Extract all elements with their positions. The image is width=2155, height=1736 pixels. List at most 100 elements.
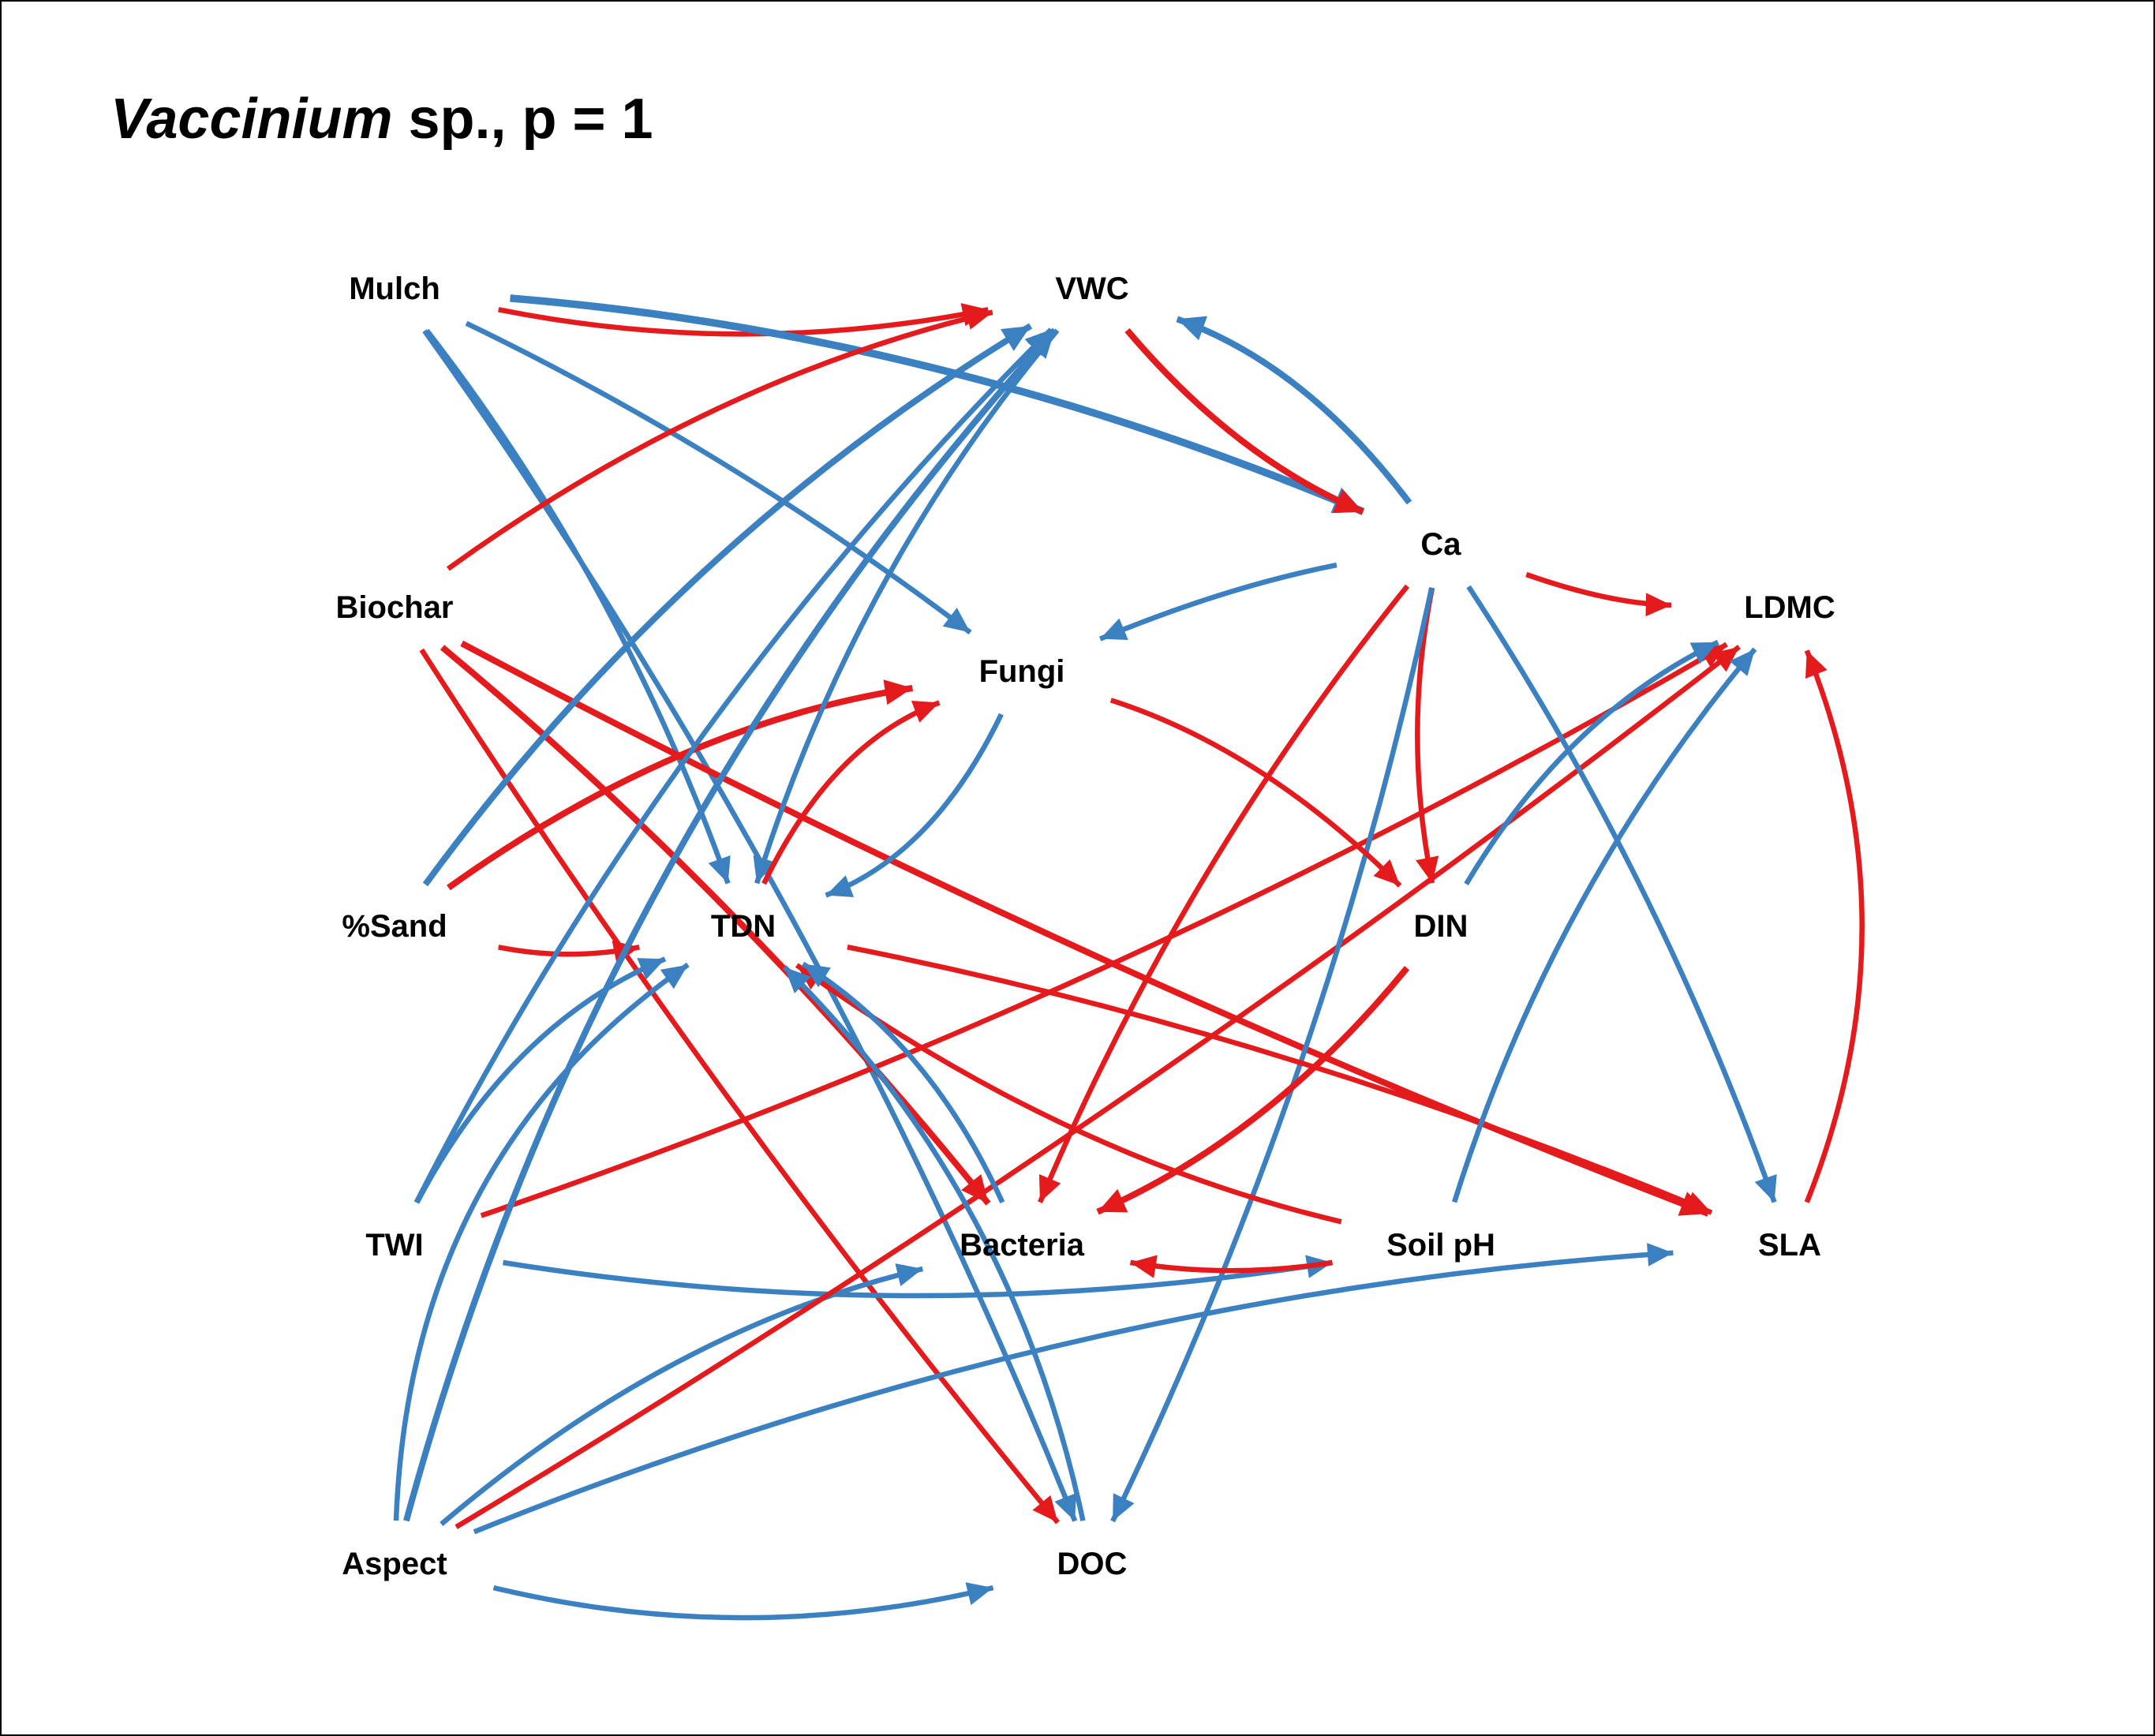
edge-line [473, 1250, 1674, 1535]
edge-line [1096, 966, 1410, 1215]
edge-aspect-vwc [403, 327, 1057, 1522]
edge-line [754, 328, 1060, 885]
edge-line [510, 294, 1365, 515]
edge-biochar-vwc [446, 306, 993, 571]
node-label-fungi: Fungi [979, 654, 1065, 689]
node-label-bacteria: Bacteria [960, 1228, 1085, 1263]
edge-mulch-doc [422, 329, 1078, 1522]
node-label-twi: TWI [365, 1228, 423, 1263]
edge-line [447, 685, 914, 891]
node-label-mulch: Mulch [349, 271, 440, 306]
node-label-vwc: VWC [1055, 271, 1128, 306]
arrowhead-icon [784, 967, 811, 993]
node-label-soilph: Soil pH [1386, 1228, 1495, 1263]
arrowhead-icon [1038, 1174, 1061, 1203]
arrowhead-icon [1332, 489, 1364, 514]
edge-line [446, 309, 993, 571]
edge-aspect-doc [492, 1582, 994, 1621]
edge-line [825, 713, 1004, 898]
edge-line [801, 961, 1005, 1204]
arrowhead-icon [1373, 859, 1401, 886]
arrowhead-icon [1416, 855, 1439, 884]
figure-title: Vaccinium sp., p = 1 [110, 87, 653, 152]
edge-line [480, 642, 1728, 1218]
edge-mulch-fungi [465, 320, 972, 635]
edge-line [440, 1266, 924, 1526]
edge-ca-bacteria [1038, 584, 1410, 1203]
edge-twi-soilph [502, 1255, 1334, 1299]
node-label-ca: Ca [1420, 527, 1461, 562]
edge-line [413, 327, 1053, 1204]
edge-layer [393, 294, 1865, 1621]
edge-fungi-tdn [825, 713, 1004, 898]
edge-line [1098, 562, 1338, 642]
arrowhead-icon [1027, 330, 1055, 359]
edge-line [1038, 584, 1410, 1203]
edge-sand-fungi [447, 679, 914, 891]
edge-line [782, 965, 1086, 1521]
edge-aspect-sla [473, 1243, 1674, 1535]
edge-vwc-tdn [753, 328, 1060, 885]
arrowhead-icon [1683, 1192, 1712, 1214]
edge-ca-fungi [1098, 562, 1338, 642]
edge-line [403, 327, 1057, 1522]
arrowhead-icon [660, 964, 688, 990]
edge-line [1176, 316, 1412, 505]
node-label-aspect: Aspect [342, 1547, 447, 1581]
arrowhead-icon [803, 963, 831, 988]
arrowhead-icon [753, 855, 776, 884]
edge-bacteria-tdn [801, 961, 1005, 1204]
edge-line [1109, 698, 1402, 888]
arrowhead-icon [942, 608, 971, 633]
edge-sla-ldmc [1804, 649, 1865, 1203]
node-label-din: DIN [1414, 909, 1468, 944]
arrowhead-icon [1729, 649, 1755, 676]
edge-line [1804, 649, 1865, 1203]
edge-line [498, 307, 989, 337]
edge-biochar-sla [460, 640, 1710, 1217]
arrowhead-icon [1689, 642, 1719, 664]
arrowhead-icon [1054, 1493, 1076, 1521]
edge-soilph-ldmc [1451, 647, 1757, 1203]
edge-line [1466, 585, 1777, 1203]
edge-line [440, 645, 991, 1206]
edge-line [1129, 1259, 1334, 1274]
node-label-ldmc: LDMC [1744, 590, 1835, 625]
edge-line [414, 956, 667, 1204]
edge-sand-vwc [422, 323, 1033, 887]
edge-doc-tdn [782, 965, 1086, 1521]
edge-ca-din [1415, 587, 1439, 884]
edge-line [419, 648, 1061, 1525]
edge-line [761, 700, 941, 885]
title-rest: sp., p = 1 [392, 88, 653, 151]
edge-tdn-fungi [761, 700, 941, 885]
arrowhead-icon [911, 701, 940, 723]
edge-line [847, 945, 1713, 1215]
edge-line [465, 320, 972, 635]
node-label-doc: DOC [1057, 1547, 1128, 1581]
edge-aspect-tdn [393, 962, 690, 1521]
edge-soilph-bacteria [1129, 1255, 1334, 1278]
edge-line [422, 323, 1033, 887]
arrowhead-icon [1113, 1493, 1135, 1521]
edge-aspect-bacteria [440, 1263, 924, 1526]
arrowhead-icon [708, 855, 731, 884]
arrowhead-icon [1130, 1255, 1158, 1278]
edge-mulch-tdn [425, 328, 731, 885]
edge-vwc-ca [1124, 327, 1364, 515]
arrowhead-icon [1645, 593, 1672, 617]
edge-line [425, 328, 731, 885]
edge-line [460, 640, 1710, 1217]
edge-line [1451, 647, 1757, 1203]
arrowhead-icon [825, 875, 855, 897]
arrowhead-icon [1001, 326, 1031, 351]
edge-din-bacteria [1096, 966, 1410, 1215]
arrowhead-icon [1647, 1243, 1674, 1266]
edge-line [422, 329, 1078, 1522]
arrowhead-icon [964, 306, 993, 330]
edge-tdn-sla [847, 945, 1713, 1215]
arrowhead-icon [965, 1582, 993, 1606]
edge-line [455, 645, 1741, 1529]
node-label-tdn: TDN [711, 909, 776, 944]
